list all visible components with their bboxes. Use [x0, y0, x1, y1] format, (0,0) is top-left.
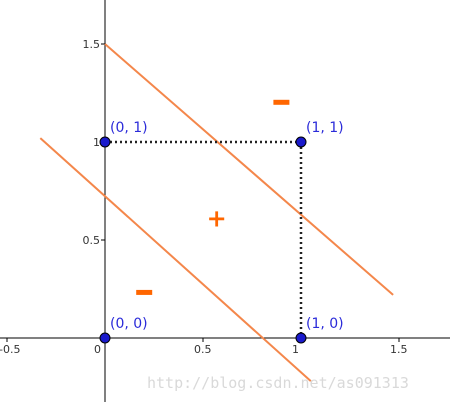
point-label: (0, 0) — [110, 316, 148, 332]
data-point — [99, 136, 111, 148]
data-point — [99, 332, 111, 344]
minus-sign — [136, 289, 153, 295]
data-point — [295, 136, 307, 148]
dotted-segments — [105, 140, 303, 338]
boundary-lines — [39, 43, 394, 382]
point-label: (1, 1) — [306, 120, 344, 136]
x-tick-label: 0 — [94, 343, 101, 356]
boundary-line-lower-boundary — [39, 137, 312, 382]
boundary-line-upper-boundary — [104, 43, 394, 296]
y-tick-label: 1.5 — [83, 38, 101, 51]
data-points: (0, 0) (0, 1) (1, 1) (1, 0) — [99, 120, 344, 344]
x-tick-label: 1.5 — [390, 343, 408, 356]
point-label: (0, 1) — [110, 120, 148, 136]
minus-sign — [273, 99, 290, 105]
watermark: http://blog.csdn.net/as091313 — [147, 374, 409, 392]
point-label: (1, 0) — [306, 316, 344, 332]
plus-sign: + — [207, 204, 227, 232]
x-tick-label: 1 — [292, 343, 299, 356]
y-tick-label: 0.5 — [83, 234, 101, 247]
data-point — [295, 332, 307, 344]
x-tick-label: -0.5 — [0, 343, 20, 356]
tick-labels: -0.5 0 0.5 1 1.5 0.5 1 1.5 — [0, 38, 408, 356]
y-tick-label: 1 — [93, 136, 100, 149]
x-tick-label: 0.5 — [194, 343, 212, 356]
region-signs: + — [136, 99, 290, 295]
